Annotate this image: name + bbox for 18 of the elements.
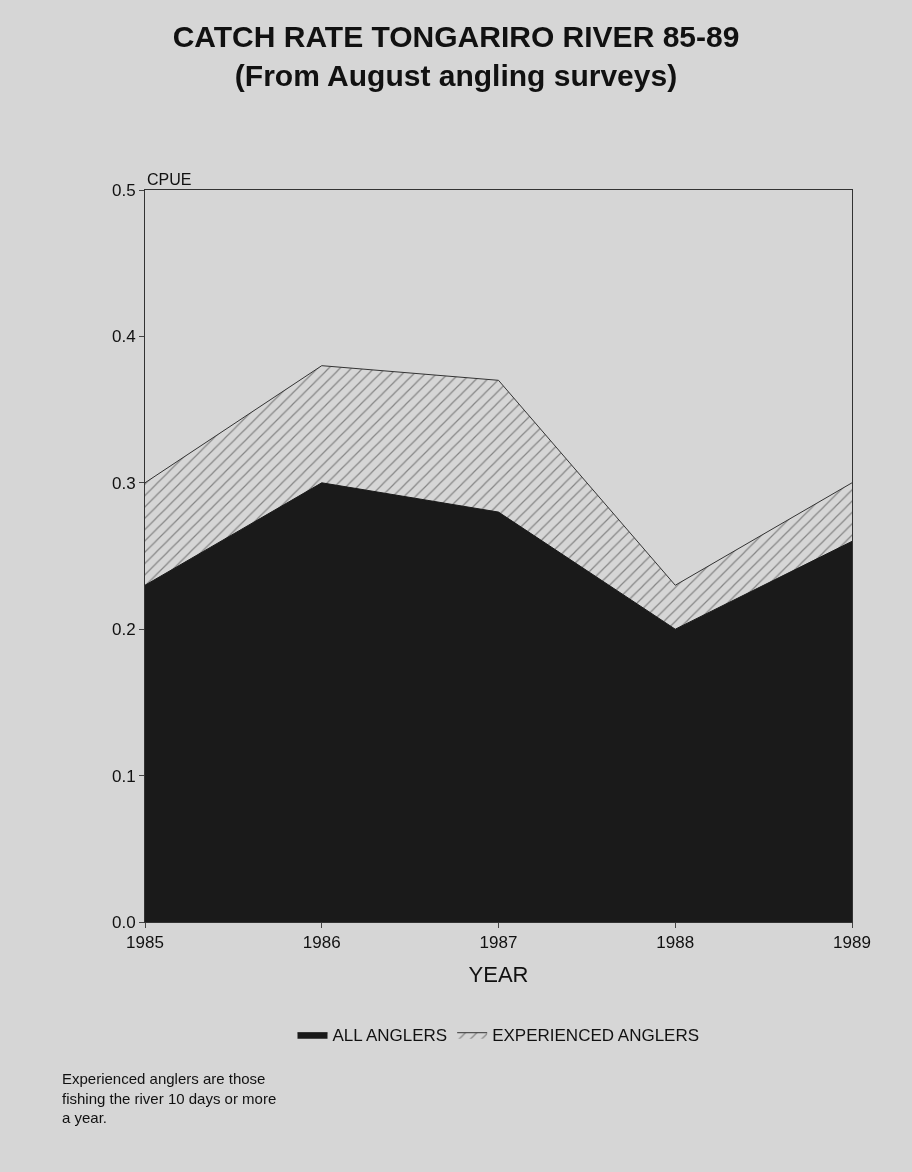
text: Experienced anglers are those fishing the river 10 days or more a year. — [62, 1070, 277, 1126]
y-tick-label: 0.0 — [111, 912, 136, 932]
x-tick-label: 1987 — [479, 933, 518, 953]
x-tick-label: 1989 — [833, 933, 871, 953]
y-tick-label: 0.2 — [111, 620, 136, 640]
x-tick-label: 1985 — [126, 933, 164, 953]
y-tick-label: 0.1 — [111, 766, 136, 786]
y-tick-label: 0.4 — [111, 327, 136, 347]
legend-label: EXPERIENCED ANGLERS — [492, 1026, 700, 1046]
chart-title: CATCH RATE TONGARIRO RIVER 85-89 — [172, 19, 740, 53]
y-tick-label: 0.5 — [111, 180, 136, 200]
y-axis-title: CPUE — [147, 171, 192, 188]
x-tick-label: 1986 — [302, 933, 341, 953]
chart-subtitle: (From August angling surveys) — [234, 58, 678, 92]
legend-label: ALL ANGLERS — [332, 1026, 448, 1046]
y-tick-label: 0.3 — [111, 473, 136, 493]
x-tick-label: 1988 — [656, 933, 695, 953]
x-axis-title: YEAR — [468, 962, 529, 988]
